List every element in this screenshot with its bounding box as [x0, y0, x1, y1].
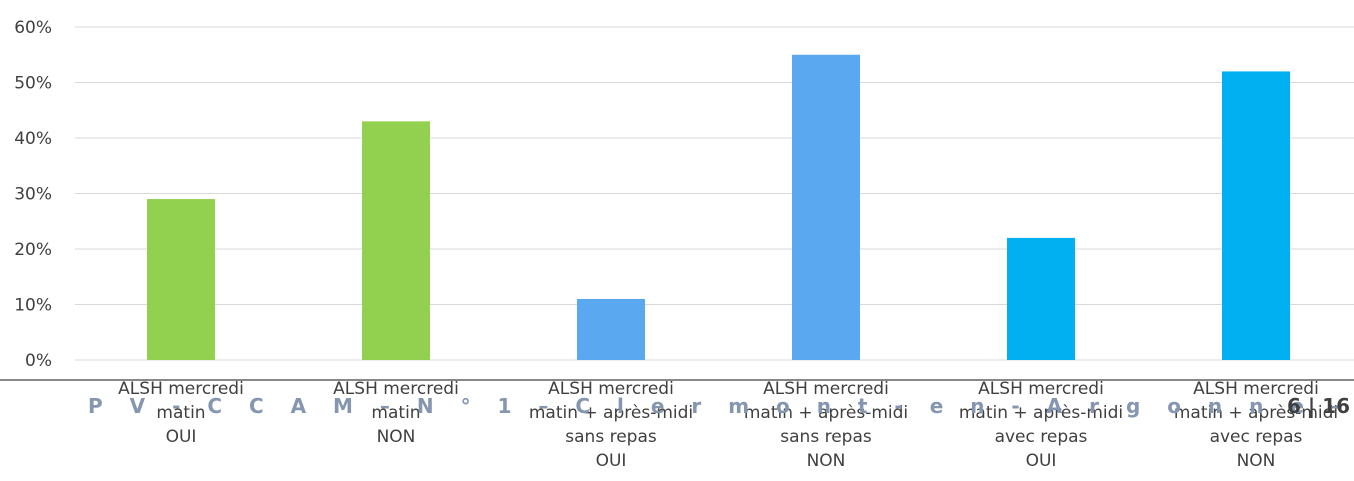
bar — [362, 121, 430, 360]
x-category-label-line: NON — [377, 427, 416, 447]
x-category-label-line: avec repas — [1210, 427, 1303, 447]
x-category-label-line: matin — [371, 403, 420, 423]
x-category-label-line: ALSH mercredi — [763, 379, 889, 399]
x-category-label: ALSH mercredi matin + après-midi sans repa… — [529, 379, 693, 471]
footer-text: P V - C C A M – N ° 1 – C l e r m o n t … — [88, 394, 1354, 418]
bar — [1222, 71, 1290, 361]
bar — [792, 54, 860, 360]
x-category-label-line: avec repas — [995, 427, 1088, 447]
bar — [147, 199, 215, 360]
y-tick-label: 40% — [14, 129, 52, 149]
x-category-label-line: sans repas — [780, 427, 872, 447]
x-category-label-line: OUI — [1026, 451, 1057, 471]
y-tick-label: 60% — [14, 18, 52, 38]
bar — [577, 298, 645, 360]
y-tick-label: 0% — [25, 351, 52, 371]
x-category-label: ALSH mercredi matin + après-midi avec repa… — [1174, 379, 1338, 471]
x-category-label-line: ALSH mercredi — [1193, 379, 1319, 399]
x-category-label-line: ALSH mercredi — [118, 379, 244, 399]
x-category-label-line: ALSH mercredi — [333, 379, 459, 399]
x-category-label-line: matin + après-midi — [959, 403, 1123, 423]
x-axis-category-labels: ALSH mercredi matin OUI ALSH mercredi matin N… — [118, 379, 1338, 471]
y-tick-label: 10% — [14, 296, 52, 316]
x-category-label-line: matin — [156, 403, 205, 423]
x-category-label-line: matin + après-midi — [744, 403, 908, 423]
y-tick-label: 30% — [14, 185, 52, 205]
x-category-label-line: matin + après-midi — [529, 403, 693, 423]
x-category-label-line: OUI — [596, 451, 627, 471]
x-category-label-line: NON — [807, 451, 846, 471]
x-category-label-line: OUI — [166, 427, 197, 447]
x-category-label: ALSH mercredi matin + après-midi sans repa… — [744, 379, 908, 471]
x-category-label-line: NON — [1237, 451, 1276, 471]
y-axis-tick-labels: 0% 10% 20% 30% 40% 50% 60% — [14, 18, 52, 371]
x-category-label-line: matin + après-midi — [1174, 403, 1338, 423]
x-category-label-line: ALSH mercredi — [978, 379, 1104, 399]
y-tick-label: 20% — [14, 240, 52, 260]
page-number: 6 | 16 — [1287, 394, 1350, 418]
x-category-label-line: ALSH mercredi — [548, 379, 674, 399]
x-category-label: ALSH mercredi matin + après-midi avec repa… — [959, 379, 1123, 471]
bars — [147, 54, 1290, 361]
gridlines — [75, 26, 1354, 361]
x-category-label-line: sans repas — [565, 427, 657, 447]
page-footer: P V - C C A M – N ° 1 – C l e r m o n t … — [0, 379, 1354, 418]
x-category-label: ALSH mercredi matin NON — [333, 379, 459, 447]
y-tick-label: 50% — [14, 74, 52, 94]
x-category-label: ALSH mercredi matin OUI — [118, 379, 244, 447]
bar — [1007, 237, 1075, 360]
